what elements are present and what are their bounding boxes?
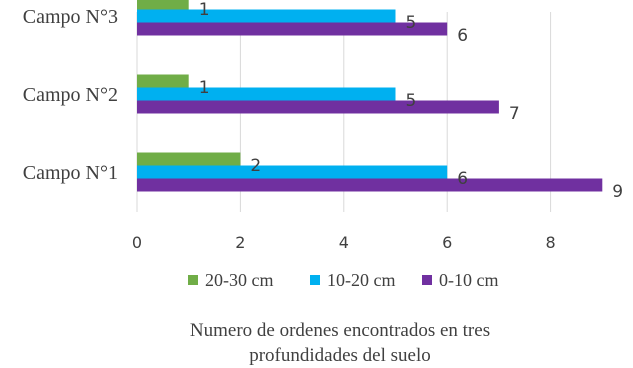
data-label: 6 [457, 26, 468, 46]
bars: 9 6 2 7 5 1 6 5 1 [137, 0, 623, 202]
bar-0-10-cm-2 [137, 100, 499, 114]
x-tick-label: 0 [132, 233, 142, 252]
bar-20-30-cm-2 [137, 74, 189, 88]
legend-swatch-20-30-cm [188, 275, 198, 285]
bar-0-10-cm-1 [137, 178, 603, 192]
data-label: 9 [612, 182, 623, 202]
legend-label: 0-10 cm [439, 270, 498, 290]
data-label: 7 [509, 104, 520, 124]
legend-swatch-0-10-cm [422, 275, 432, 285]
data-label: 2 [250, 156, 261, 176]
category-label: Campo N°3 [23, 6, 118, 28]
bar-10-20-cm-2 [137, 87, 396, 101]
x-tick-label: 8 [546, 233, 556, 252]
data-label: 1 [199, 78, 210, 98]
bar-0-10-cm-3 [137, 22, 448, 36]
bar-10-20-cm-3 [137, 9, 396, 23]
x-tick-label: 2 [235, 233, 245, 252]
legend-label: 10-20 cm [327, 270, 395, 290]
category-label: Campo N°2 [23, 84, 118, 106]
bar-20-30-cm-1 [137, 152, 241, 166]
data-label: 5 [406, 91, 417, 111]
data-label: 5 [406, 13, 417, 33]
category-label: Campo N°1 [23, 162, 118, 184]
chart-title-line-1: Numero de ordenes encontrados en tres [190, 320, 490, 341]
data-label: 6 [457, 169, 468, 189]
legend-label: 20-30 cm [205, 270, 273, 290]
legend: 20-30 cm 10-20 cm 0-10 cm [188, 270, 498, 290]
x-tick-label: 6 [442, 233, 452, 252]
data-label: 1 [199, 0, 210, 20]
chart-title-line-2: profundidades del suelo [249, 345, 431, 366]
x-tick-label: 4 [339, 233, 349, 252]
bar-20-30-cm-3 [137, 0, 189, 10]
axis: 0 2 4 6 8 Campo N°1 Campo N°2 Campo N°3 [23, 6, 556, 252]
bar-10-20-cm-1 [137, 165, 448, 179]
legend-swatch-10-20-cm [310, 275, 320, 285]
